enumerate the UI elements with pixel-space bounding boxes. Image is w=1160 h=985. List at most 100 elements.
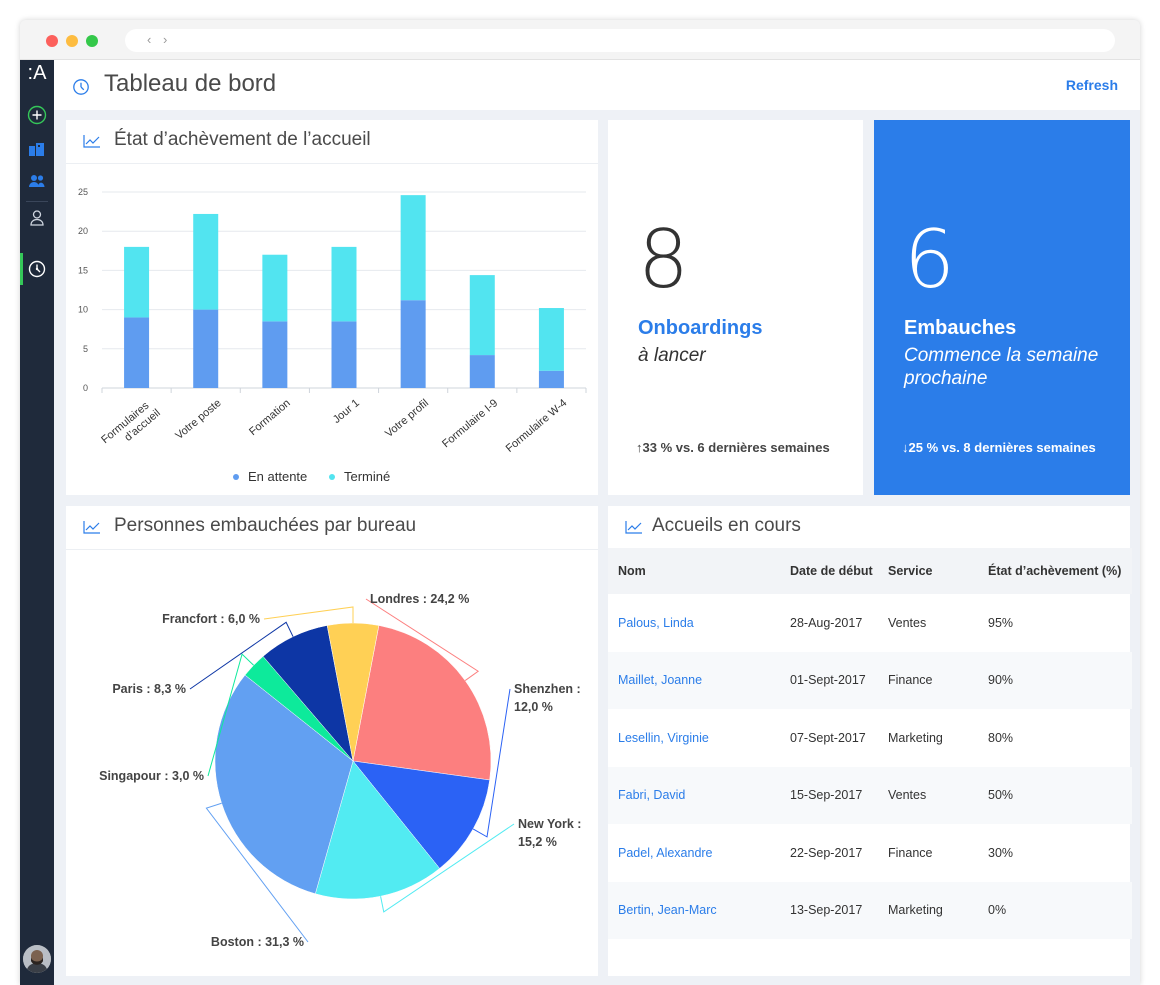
bar-segment <box>124 317 150 388</box>
legend-marker <box>233 474 239 480</box>
legend-label: En attente <box>248 469 307 484</box>
employee-name-link[interactable]: Padel, Alexandre <box>618 845 713 860</box>
kpi-trend: ↓25 % vs. 8 dernières semaines <box>902 440 1096 455</box>
employee-name-link[interactable]: Fabri, David <box>608 766 780 824</box>
department: Marketing <box>888 730 943 745</box>
leader-line <box>207 653 254 777</box>
browser-titlebar: ‹ › <box>20 20 1140 60</box>
slice-label: Paris : 8,3 % <box>112 682 186 696</box>
table-row[interactable]: Bertin, Jean-Marc 13-Sep-2017 Marketing … <box>608 881 1132 939</box>
y-tick-label: 0 <box>83 383 88 393</box>
buildings-icon[interactable] <box>20 134 54 164</box>
slice-label: Singapour : 3,0 % <box>99 769 204 783</box>
completion-percent: 0% <box>978 881 1132 939</box>
divider <box>66 163 598 164</box>
people-icon[interactable] <box>20 166 54 196</box>
kpi-value: 6 <box>904 213 955 306</box>
y-tick-label: 5 <box>83 344 88 354</box>
table-header-row: Nom Date de début Service État d’achèvem… <box>608 548 1132 594</box>
start-date: 22-Sep-2017 <box>790 845 863 860</box>
table-row[interactable]: Fabri, David 15-Sep-2017 Ventes 50% <box>608 766 1132 824</box>
dashboard-icon[interactable] <box>20 254 54 284</box>
x-tick-label: Votre profil <box>383 397 431 440</box>
start-date: 01-Sept-2017 <box>780 651 878 709</box>
card-title: Personnes embauchées par bureau <box>114 515 417 536</box>
hires-by-office-card: Personnes embauchées par bureau Londres … <box>66 506 598 976</box>
completion-percent: 95% <box>988 615 1014 630</box>
pie-slice <box>352 760 490 869</box>
user-icon[interactable] <box>20 203 54 233</box>
bar-segment <box>262 321 288 388</box>
leader-line <box>189 621 294 690</box>
back-forward-nav[interactable]: ‹ › <box>147 32 172 47</box>
employee-name-link[interactable]: Lesellin, Virginie <box>618 730 709 745</box>
table-row[interactable]: Lesellin, Virginie 07-Sept-2017 Marketin… <box>608 709 1132 767</box>
kpi-trend: ↑33 % vs. 6 dernières semaines <box>636 440 830 455</box>
bar-segment <box>469 275 495 356</box>
completion-percent: 90% <box>978 651 1132 709</box>
bar-segment <box>469 355 495 388</box>
kpi-label: Onboardings <box>638 317 763 339</box>
x-tick-label: Formulairesd’accueil <box>99 397 163 456</box>
bar-segment <box>193 213 219 310</box>
kpi-subtitle: Commence la semaine prochaine <box>904 345 1099 389</box>
table-row[interactable]: Maillet, Joanne 01-Sept-2017 Finance 90% <box>608 651 1132 709</box>
line-chart-icon <box>83 520 101 539</box>
start-date: 07-Sept-2017 <box>790 730 866 745</box>
bar-segment <box>400 195 426 301</box>
kpi-subtitle: à lancer <box>638 345 706 366</box>
divider <box>66 549 598 550</box>
leader-line <box>365 598 480 681</box>
column-header[interactable]: Date de début <box>780 548 878 594</box>
start-date: 15-Sep-2017 <box>780 766 878 824</box>
slice-label: Shenzhen :12,0 % <box>514 682 581 714</box>
x-tick-label: Jour 1 <box>331 397 362 426</box>
completion-percent: 50% <box>978 766 1132 824</box>
kpi-onboardings-card: 8 Onboardings à lancer ↑33 % vs. 6 derni… <box>608 120 863 495</box>
bar-segment <box>331 321 357 388</box>
column-header[interactable]: État d’achèvement (%) <box>978 548 1132 594</box>
line-chart-icon <box>83 134 101 153</box>
slice-label: New York :15,2 % <box>518 817 581 849</box>
x-tick-label: Formulaire W-4 <box>504 397 570 455</box>
kpi-value: 8 <box>638 213 689 306</box>
slice-label: Francfort : 6,0 % <box>162 612 260 626</box>
page-title: Tableau de bord <box>104 70 277 97</box>
stacked-bar-chart: 0 5 10 15 20 25 Formulairesd’accueil Votre post… <box>78 187 587 484</box>
department: Marketing <box>878 881 978 939</box>
maximize-window-button[interactable] <box>86 35 98 47</box>
department: Ventes <box>888 615 927 630</box>
x-tick-label: Formulaire I-9 <box>440 397 500 450</box>
refresh-button[interactable]: Refresh <box>1065 77 1118 93</box>
bar-segment <box>538 308 564 371</box>
close-window-button[interactable] <box>46 35 58 47</box>
column-header[interactable]: Nom <box>608 548 780 594</box>
address-bar[interactable]: ‹ › <box>125 29 1115 52</box>
table-row[interactable]: Padel, Alexandre 22-Sep-2017 Finance 30% <box>608 824 1132 882</box>
leader-line <box>380 823 515 913</box>
slice-label: Boston : 31,3 % <box>211 935 304 949</box>
column-header[interactable]: Service <box>878 548 978 594</box>
add-icon[interactable] <box>20 100 54 130</box>
employee-name-link[interactable]: Bertin, Jean-Marc <box>608 881 780 939</box>
minimize-window-button[interactable] <box>66 35 78 47</box>
line-chart-icon <box>625 520 643 539</box>
employee-name-link[interactable]: Maillet, Joanne <box>608 651 780 709</box>
bar-segment <box>262 254 288 322</box>
employee-name-link[interactable]: Palous, Linda <box>618 615 694 630</box>
leader-line <box>205 802 309 943</box>
bar-segment <box>538 370 564 388</box>
user-avatar[interactable] <box>23 945 51 973</box>
card-title: État d’achèvement de l’accueil <box>114 129 371 150</box>
y-tick-label: 10 <box>78 305 88 315</box>
department: Finance <box>888 845 933 860</box>
y-tick-label: 25 <box>78 187 88 197</box>
table-row[interactable]: Palous, Linda 28-Aug-2017 Ventes 95% <box>608 594 1132 652</box>
bar-segment <box>193 309 219 388</box>
completion-chart-card: État d’achèvement de l’accueil 0 5 10 15 20 2… <box>66 120 598 495</box>
app-logo[interactable]: :A <box>27 62 47 84</box>
y-tick-label: 15 <box>78 265 88 275</box>
x-tick-label: Formation <box>247 397 293 438</box>
page-header: Tableau de bord Refresh <box>54 60 1140 110</box>
completion-percent: 30% <box>988 845 1014 860</box>
